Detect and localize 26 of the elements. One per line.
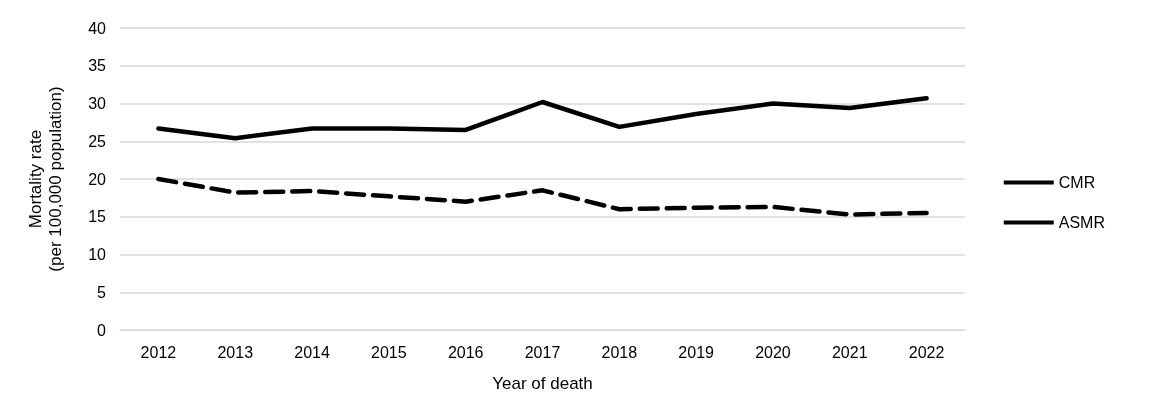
y-axis-title: Mortality rate (per 100,000 population) [25, 86, 65, 272]
x-tick-label: 2016 [447, 343, 484, 361]
y-tick-label: 0 [97, 321, 107, 339]
x-tick-label: 2014 [294, 343, 330, 361]
y-tick-label: 30 [88, 95, 107, 112]
y-tick-label: 10 [88, 246, 107, 263]
legend-label: ASMR [1058, 214, 1106, 231]
x-axis-title: Year of death [492, 374, 593, 393]
x-tick-label: 2019 [678, 343, 715, 361]
x-tick-label: 2012 [140, 343, 177, 361]
legend-label: CMR [1058, 174, 1096, 191]
line-series [156, 95, 929, 141]
y-tick-label: 5 [97, 283, 107, 301]
x-tick-label: 2017 [524, 343, 561, 361]
y-tick-label: 20 [88, 170, 107, 188]
x-tick-label: 2022 [908, 343, 945, 361]
x-tick-label: 2015 [371, 343, 407, 361]
x-tick-label: 2021 [831, 343, 868, 361]
x-tick-label: 2020 [755, 343, 791, 361]
x-tick-label: 2018 [601, 343, 638, 361]
x-tick-label: 2013 [217, 343, 254, 361]
y-tick-label: 40 [88, 19, 107, 37]
y-tick-label: 35 [88, 57, 107, 75]
y-tick-label: 25 [88, 132, 107, 150]
line-series [156, 176, 929, 217]
y-tick-label: 15 [88, 208, 107, 226]
